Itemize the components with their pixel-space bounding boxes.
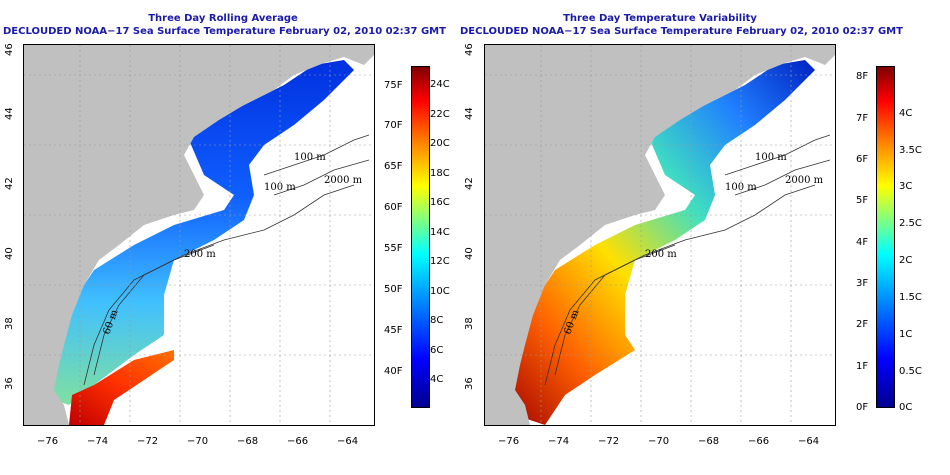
shelf-water <box>44 60 354 405</box>
lon-tick-label: −76 <box>37 436 59 447</box>
lon-tick-label: −76 <box>498 436 520 447</box>
colorbar-label: 20C <box>430 138 450 149</box>
contour-label: 200 m <box>184 249 216 260</box>
lat-tick-label: 40 <box>4 247 15 260</box>
colorbar-label: 75F <box>384 80 403 91</box>
colorbar-label: 60F <box>384 202 403 213</box>
variability-map[interactable]: 100 m 100 m 2000 m 200 m 60 m <box>484 44 836 426</box>
lon-tick-label: −64 <box>798 436 820 447</box>
contour-label: 2000 m <box>785 175 824 186</box>
panel-title: Three Day Rolling Average <box>148 13 298 24</box>
panel-title: Three Day Temperature Variability <box>563 13 757 24</box>
lat-tick-label: 42 <box>4 177 15 190</box>
lon-tick-label: −64 <box>337 436 359 447</box>
land <box>24 45 374 425</box>
colorbar-label: 24C <box>430 79 450 90</box>
colorbar-label: 1F <box>856 361 869 372</box>
contour-label: 100 m <box>725 182 757 193</box>
colorbar-label: 55F <box>384 243 403 254</box>
colorbar-label: 0F <box>856 402 869 413</box>
colorbar-label: 65F <box>384 161 403 172</box>
colorbar-label: 14C <box>430 227 450 238</box>
colorbar-label: 2.5C <box>899 218 922 229</box>
colorbar-label: 1C <box>899 329 913 340</box>
lat-tick-label: 46 <box>4 43 15 56</box>
colorbar-label: 2C <box>899 255 913 266</box>
colorbar-label: 10C <box>430 286 450 297</box>
lon-tick-label: −68 <box>698 436 720 447</box>
colorbar-label: 1.5C <box>899 292 922 303</box>
lat-tick-label: 44 <box>464 107 475 120</box>
colorbar <box>876 66 895 408</box>
colorbar-label: 0C <box>899 402 913 413</box>
colorbar-label: 50F <box>384 284 403 295</box>
lat-tick-label: 42 <box>464 177 475 190</box>
colorbar-label: 18C <box>430 168 450 179</box>
lon-tick-label: −72 <box>598 436 620 447</box>
contour-label: 200 m <box>645 249 677 260</box>
colorbar-label: 8C <box>430 315 444 326</box>
colorbar-label: 45F <box>384 325 403 336</box>
lat-tick-label: 40 <box>464 247 475 260</box>
lon-tick-label: −66 <box>748 436 770 447</box>
colorbar-label: 3F <box>856 278 869 289</box>
contour-label: 100 m <box>264 182 296 193</box>
gulf-stream <box>69 350 174 425</box>
lat-tick-label: 36 <box>464 377 475 390</box>
colorbar-label: 22C <box>430 109 450 120</box>
colorbar-label: 0.5C <box>899 366 922 377</box>
colorbar-label: 4F <box>856 237 869 248</box>
variability-field <box>505 60 815 425</box>
lon-tick-label: −72 <box>137 436 159 447</box>
colorbar <box>411 66 430 408</box>
sst-map[interactable]: 100 m 100 m 2000 m 200 m 60 m <box>23 44 375 426</box>
lon-tick-label: −66 <box>287 436 309 447</box>
lon-tick-label: −74 <box>548 436 570 447</box>
contour-label: 2000 m <box>324 175 363 186</box>
lat-tick-label: 46 <box>464 43 475 56</box>
land <box>485 45 835 425</box>
lat-tick-label: 38 <box>464 317 475 330</box>
lat-tick-label: 44 <box>4 107 15 120</box>
colorbar-label: 6F <box>856 154 869 165</box>
colorbar-label: 70F <box>384 120 403 131</box>
colorbar-label: 7F <box>856 113 869 124</box>
lon-tick-label: −68 <box>237 436 259 447</box>
colorbar-label: 6C <box>430 345 444 356</box>
colorbar-label: 3C <box>899 181 913 192</box>
contour-label: 100 m <box>755 152 787 163</box>
colorbar-label: 5F <box>856 195 869 206</box>
colorbar-label: 8F <box>856 71 869 82</box>
colorbar-label: 12C <box>430 256 450 267</box>
colorbar-label: 40F <box>384 366 403 377</box>
contour-label: 100 m <box>294 152 326 163</box>
lon-tick-label: −74 <box>87 436 109 447</box>
colorbar-label: 2F <box>856 319 869 330</box>
colorbar-label: 3.5C <box>899 145 922 156</box>
colorbar-label: 16C <box>430 197 450 208</box>
lon-tick-label: −70 <box>187 436 209 447</box>
colorbar-label: 4C <box>899 108 913 119</box>
panel-subtitle: DECLOUDED NOAA−17 Sea Surface Temperatur… <box>3 26 446 37</box>
colorbar-label: 4C <box>430 374 444 385</box>
lat-tick-label: 38 <box>4 317 15 330</box>
lon-tick-label: −70 <box>648 436 670 447</box>
lat-tick-label: 36 <box>4 377 15 390</box>
panel-subtitle: DECLOUDED NOAA−17 Sea Surface Temperatur… <box>460 26 903 37</box>
